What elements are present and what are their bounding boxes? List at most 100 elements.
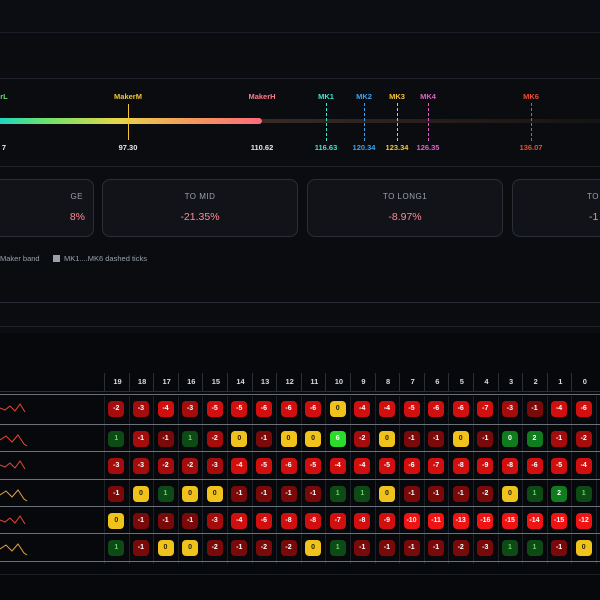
- heat-cell: -5: [551, 458, 568, 474]
- heat-cell: -3: [132, 401, 149, 417]
- heat-cell: 2: [526, 431, 543, 447]
- heat-cell: 1: [575, 486, 592, 502]
- marker-dashed-tick-5: [397, 103, 398, 141]
- column-header-9: 9: [350, 373, 376, 391]
- maker-band: [0, 118, 262, 124]
- row-divider: [0, 561, 600, 562]
- heat-cell: 0: [182, 486, 199, 502]
- heat-cell: -1: [428, 540, 445, 556]
- heat-cell: -1: [403, 431, 420, 447]
- column-header-16: 16: [177, 373, 204, 391]
- heat-cell: -5: [231, 401, 248, 417]
- heat-cell: -6: [255, 513, 272, 529]
- heat-cell: -3: [108, 458, 125, 474]
- stat-card-2: TO LONG1 -8.97%: [307, 179, 503, 237]
- legend-band-label: Maker band: [0, 254, 40, 263]
- column-divider: [177, 396, 179, 564]
- heat-cell: -3: [206, 458, 223, 474]
- heatmap-table: [0, 373, 600, 563]
- column-divider: [546, 396, 548, 564]
- heat-cell: 1: [157, 486, 174, 502]
- column-divider: [153, 396, 155, 564]
- heat-cell: -2: [157, 458, 174, 474]
- marker-label-5: MK3: [389, 92, 405, 101]
- heat-cell: -1: [526, 401, 543, 417]
- heat-cell: -2: [108, 401, 125, 417]
- heat-cell: -1: [428, 486, 445, 502]
- heat-cell: -8: [501, 458, 518, 474]
- heat-cell: -4: [378, 401, 395, 417]
- heat-cell: -1: [354, 540, 371, 556]
- row-divider: [0, 479, 600, 480]
- heat-cell: -11: [428, 513, 445, 529]
- column-header-7: 7: [399, 373, 425, 391]
- column-header-1: 1: [546, 373, 573, 391]
- divider: [0, 166, 600, 167]
- column-divider: [276, 396, 278, 564]
- heat-cell: -8: [452, 458, 469, 474]
- heat-cell: 1: [526, 486, 543, 502]
- heat-cell: 0: [305, 540, 322, 556]
- divider: [0, 574, 600, 575]
- heat-cell: -9: [477, 458, 494, 474]
- column-header-15: 15: [202, 373, 228, 391]
- heat-cell: 0: [157, 540, 174, 556]
- heat-cell: -14: [526, 513, 543, 529]
- heat-cell: -5: [378, 458, 395, 474]
- marker-label-6: MK4: [420, 92, 436, 101]
- heat-cell: -6: [526, 458, 543, 474]
- marker-value-5: 123.34: [385, 143, 409, 152]
- heat-cell: -1: [132, 431, 149, 447]
- column-header-18: 18: [128, 373, 155, 391]
- heat-cell: -6: [305, 401, 322, 417]
- heat-cell: -4: [354, 401, 371, 417]
- heat-cell: -4: [231, 458, 248, 474]
- heat-cell: -13: [452, 513, 469, 529]
- heat-cell: 0: [378, 431, 395, 447]
- column-header-6: 6: [423, 373, 450, 391]
- heat-cell: 1: [108, 540, 125, 556]
- heat-cell: -1: [477, 431, 494, 447]
- band-tail: [262, 119, 600, 123]
- stat-card-title: TO: [587, 192, 599, 201]
- heat-cell: -1: [378, 540, 395, 556]
- marker-tick-1: [128, 104, 129, 140]
- heat-cell: -4: [329, 458, 346, 474]
- stat-card-title: TO LONG1: [382, 192, 428, 201]
- heat-cell: -4: [354, 458, 371, 474]
- heat-cell: -6: [452, 401, 469, 417]
- legend-ticks: MK1....MK6 dashed ticks: [53, 254, 147, 263]
- stat-card-value: -8.97%: [388, 211, 422, 223]
- top-bar: [0, 0, 600, 33]
- heat-cell: -8: [305, 513, 322, 529]
- heat-cell: -12: [575, 513, 592, 529]
- row-divider: [0, 506, 600, 507]
- column-divider: [423, 396, 425, 564]
- column-divider: [104, 396, 105, 564]
- row-divider: [0, 451, 600, 452]
- heat-cell: 0: [182, 540, 199, 556]
- heat-cell: -3: [477, 540, 494, 556]
- marker-label-0: rL: [0, 92, 8, 101]
- heat-cell: -1: [428, 431, 445, 447]
- heat-cell: -2: [206, 540, 223, 556]
- column-header-13: 13: [251, 373, 278, 391]
- column-divider: [522, 396, 524, 564]
- column-header-2: 2: [522, 373, 548, 391]
- marker-value-2: 110.62: [250, 143, 274, 152]
- heat-cell: -6: [280, 401, 297, 417]
- column-divider: [350, 396, 351, 564]
- stat-card-value: -21.35%: [180, 211, 220, 223]
- heat-cell: 0: [231, 431, 248, 447]
- column-divider: [448, 396, 450, 564]
- heat-cell: -1: [182, 513, 199, 529]
- marker-dashed-tick-7: [531, 103, 532, 141]
- heat-cell: -1: [305, 486, 322, 502]
- heat-cell: -8: [280, 513, 297, 529]
- heat-cell: -1: [280, 486, 297, 502]
- column-divider: [596, 396, 597, 564]
- marker-value-0: 7: [1, 143, 7, 152]
- stat-card-3: TO -1: [512, 179, 600, 237]
- marker-label-7: MK6: [523, 92, 539, 101]
- column-divider: [202, 396, 204, 564]
